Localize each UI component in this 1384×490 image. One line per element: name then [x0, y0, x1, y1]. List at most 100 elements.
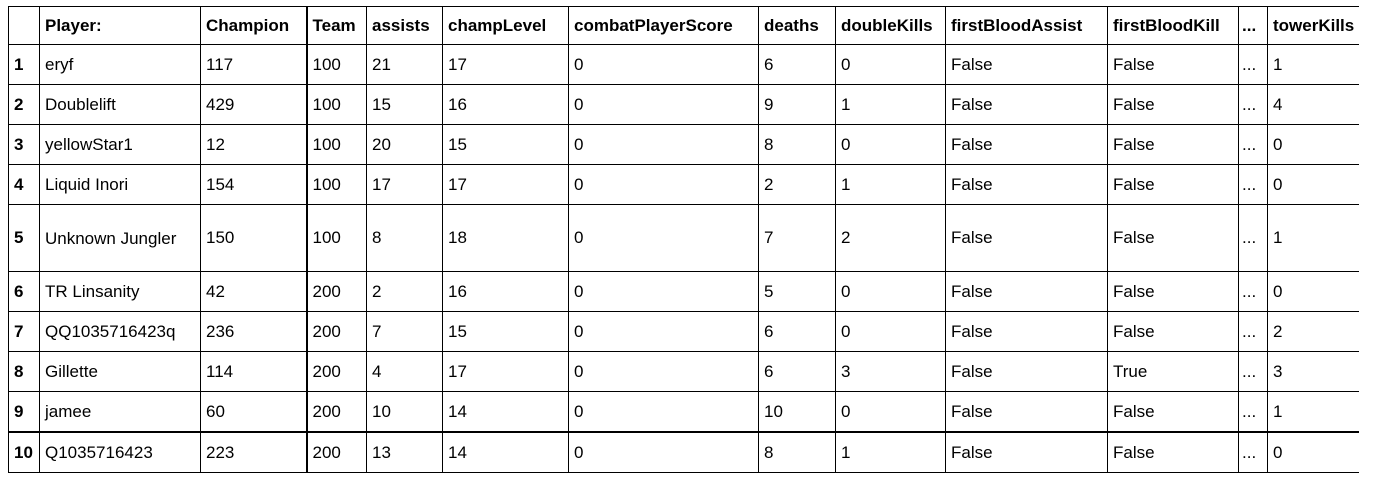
- cell-team: 200: [305, 431, 367, 473]
- cell-assists: 21: [366, 44, 443, 85]
- cell-index: 4: [8, 164, 40, 205]
- cell-champ-level: 14: [442, 391, 569, 433]
- cell-deaths: 2: [758, 164, 836, 205]
- cell-double-kills: 1: [835, 431, 946, 473]
- cell-deaths: 9: [758, 84, 836, 125]
- table-row: 3 yellowStar1 12 100 20 15 0 8 0 False False... 0: [8, 124, 1359, 165]
- header-player: Player:: [39, 6, 201, 45]
- dataframe-table: Player: Champion Team assists champLevel…: [8, 6, 1359, 473]
- cell-double-kills: 0: [835, 391, 946, 433]
- header-champion: Champion: [200, 6, 307, 45]
- header-champ-level: champLevel: [442, 6, 569, 45]
- cell-champion: 236: [200, 311, 307, 352]
- cell-first-blood-assist: False: [945, 271, 1108, 312]
- cell-double-kills: 2: [835, 204, 946, 272]
- cell-deaths: 6: [758, 351, 836, 392]
- cell-assists: 13: [366, 431, 443, 473]
- cell-tower-kills: 1: [1267, 204, 1359, 272]
- cell-tower-kills: 1: [1267, 44, 1359, 85]
- cell-combat-player-score: 0: [568, 431, 759, 473]
- cell-player: yellowStar1: [39, 124, 201, 165]
- cell-ellipsis: ...: [1238, 84, 1268, 125]
- cell-combat-player-score: 0: [568, 124, 759, 165]
- table-row: 7 QQ1035716423q 236 200 7 15 0 6 0 False False... 2: [8, 311, 1359, 352]
- cell-champ-level: 15: [442, 311, 569, 352]
- cell-first-blood-assist: False: [945, 44, 1108, 85]
- cell-tower-kills: 0: [1267, 431, 1359, 473]
- header-assists: assists: [366, 6, 443, 45]
- cell-team: 100: [305, 204, 367, 272]
- header-team: Team: [305, 6, 367, 45]
- cell-first-blood-kill: True: [1107, 351, 1239, 392]
- cell-combat-player-score: 0: [568, 164, 759, 205]
- dataframe-container: Player: Champion Team assists champLevel…: [8, 6, 1359, 473]
- header-ellipsis: ...: [1238, 6, 1268, 45]
- header-double-kills: doubleKills: [835, 6, 946, 45]
- cell-double-kills: 1: [835, 164, 946, 205]
- cell-player: Gillette: [39, 351, 201, 392]
- cell-combat-player-score: 0: [568, 84, 759, 125]
- cell-first-blood-assist: False: [945, 391, 1108, 433]
- cell-champ-level: 17: [442, 351, 569, 392]
- cell-team: 200: [305, 351, 367, 392]
- cell-deaths: 8: [758, 124, 836, 165]
- cell-player: jamee: [39, 391, 201, 433]
- cell-ellipsis: ...: [1238, 164, 1268, 205]
- cell-double-kills: 0: [835, 271, 946, 312]
- table-row: 8 Gillette 114 200 4 17 0 6 3 False True... 3: [8, 351, 1359, 392]
- cell-ellipsis: ...: [1238, 44, 1268, 85]
- cell-deaths: 6: [758, 311, 836, 352]
- cell-assists: 17: [366, 164, 443, 205]
- cell-double-kills: 0: [835, 44, 946, 85]
- cell-champ-level: 18: [442, 204, 569, 272]
- cell-deaths: 7: [758, 204, 836, 272]
- cell-player: TR Linsanity: [39, 271, 201, 312]
- table-row: 9 jamee 60 200 10 14 0 10 0 False False... 1: [8, 391, 1359, 433]
- cell-first-blood-assist: False: [945, 204, 1108, 272]
- cell-player: eryf: [39, 44, 201, 85]
- cell-first-blood-assist: False: [945, 431, 1108, 473]
- cell-first-blood-kill: False: [1107, 164, 1239, 205]
- cell-player: Liquid Inori: [39, 164, 201, 205]
- cell-first-blood-kill: False: [1107, 311, 1239, 352]
- cell-first-blood-assist: False: [945, 311, 1108, 352]
- cell-team: 100: [305, 44, 367, 85]
- header-index: [8, 6, 40, 45]
- cell-combat-player-score: 0: [568, 351, 759, 392]
- table-row: 2 Doublelift 429 100 15 16 0 9 1 False False... 4: [8, 84, 1359, 125]
- cell-team: 100: [305, 124, 367, 165]
- table-row: 6 TR Linsanity 42 200 2 16 0 5 0 False False... 0: [8, 271, 1359, 312]
- cell-tower-kills: 4: [1267, 84, 1359, 125]
- cell-champion: 154: [200, 164, 307, 205]
- cell-assists: 8: [366, 204, 443, 272]
- cell-tower-kills: 1: [1267, 391, 1359, 433]
- cell-player: QQ1035716423q: [39, 311, 201, 352]
- cell-ellipsis: ...: [1238, 431, 1268, 473]
- cell-first-blood-assist: False: [945, 84, 1108, 125]
- cell-deaths: 10: [758, 391, 836, 433]
- cell-player: Q1035716423: [39, 431, 201, 473]
- cell-double-kills: 3: [835, 351, 946, 392]
- cell-team: 200: [305, 391, 367, 433]
- cell-index: 1: [8, 44, 40, 85]
- cell-champion: 114: [200, 351, 307, 392]
- cell-champion: 117: [200, 44, 307, 85]
- table-body: 1 eryf 117 100 21 17 0 6 0 False False... 1 2 Doublel…: [8, 44, 1359, 473]
- cell-double-kills: 0: [835, 124, 946, 165]
- cell-champion: 60: [200, 391, 307, 433]
- cell-champion: 429: [200, 84, 307, 125]
- cell-first-blood-kill: False: [1107, 431, 1239, 473]
- cell-assists: 7: [366, 311, 443, 352]
- cell-team: 200: [305, 311, 367, 352]
- cell-first-blood-assist: False: [945, 351, 1108, 392]
- cell-index: 3: [8, 124, 40, 165]
- cell-first-blood-kill: False: [1107, 84, 1239, 125]
- cell-deaths: 5: [758, 271, 836, 312]
- cell-double-kills: 1: [835, 84, 946, 125]
- cell-first-blood-assist: False: [945, 124, 1108, 165]
- cell-ellipsis: ...: [1238, 391, 1268, 433]
- cell-player: Unknown Jungler: [39, 204, 201, 272]
- cell-index: 7: [8, 311, 40, 352]
- cell-combat-player-score: 0: [568, 204, 759, 272]
- table-row: 5 Unknown Jungler 150 100 8 18 0 7 2 False False..…: [8, 204, 1359, 272]
